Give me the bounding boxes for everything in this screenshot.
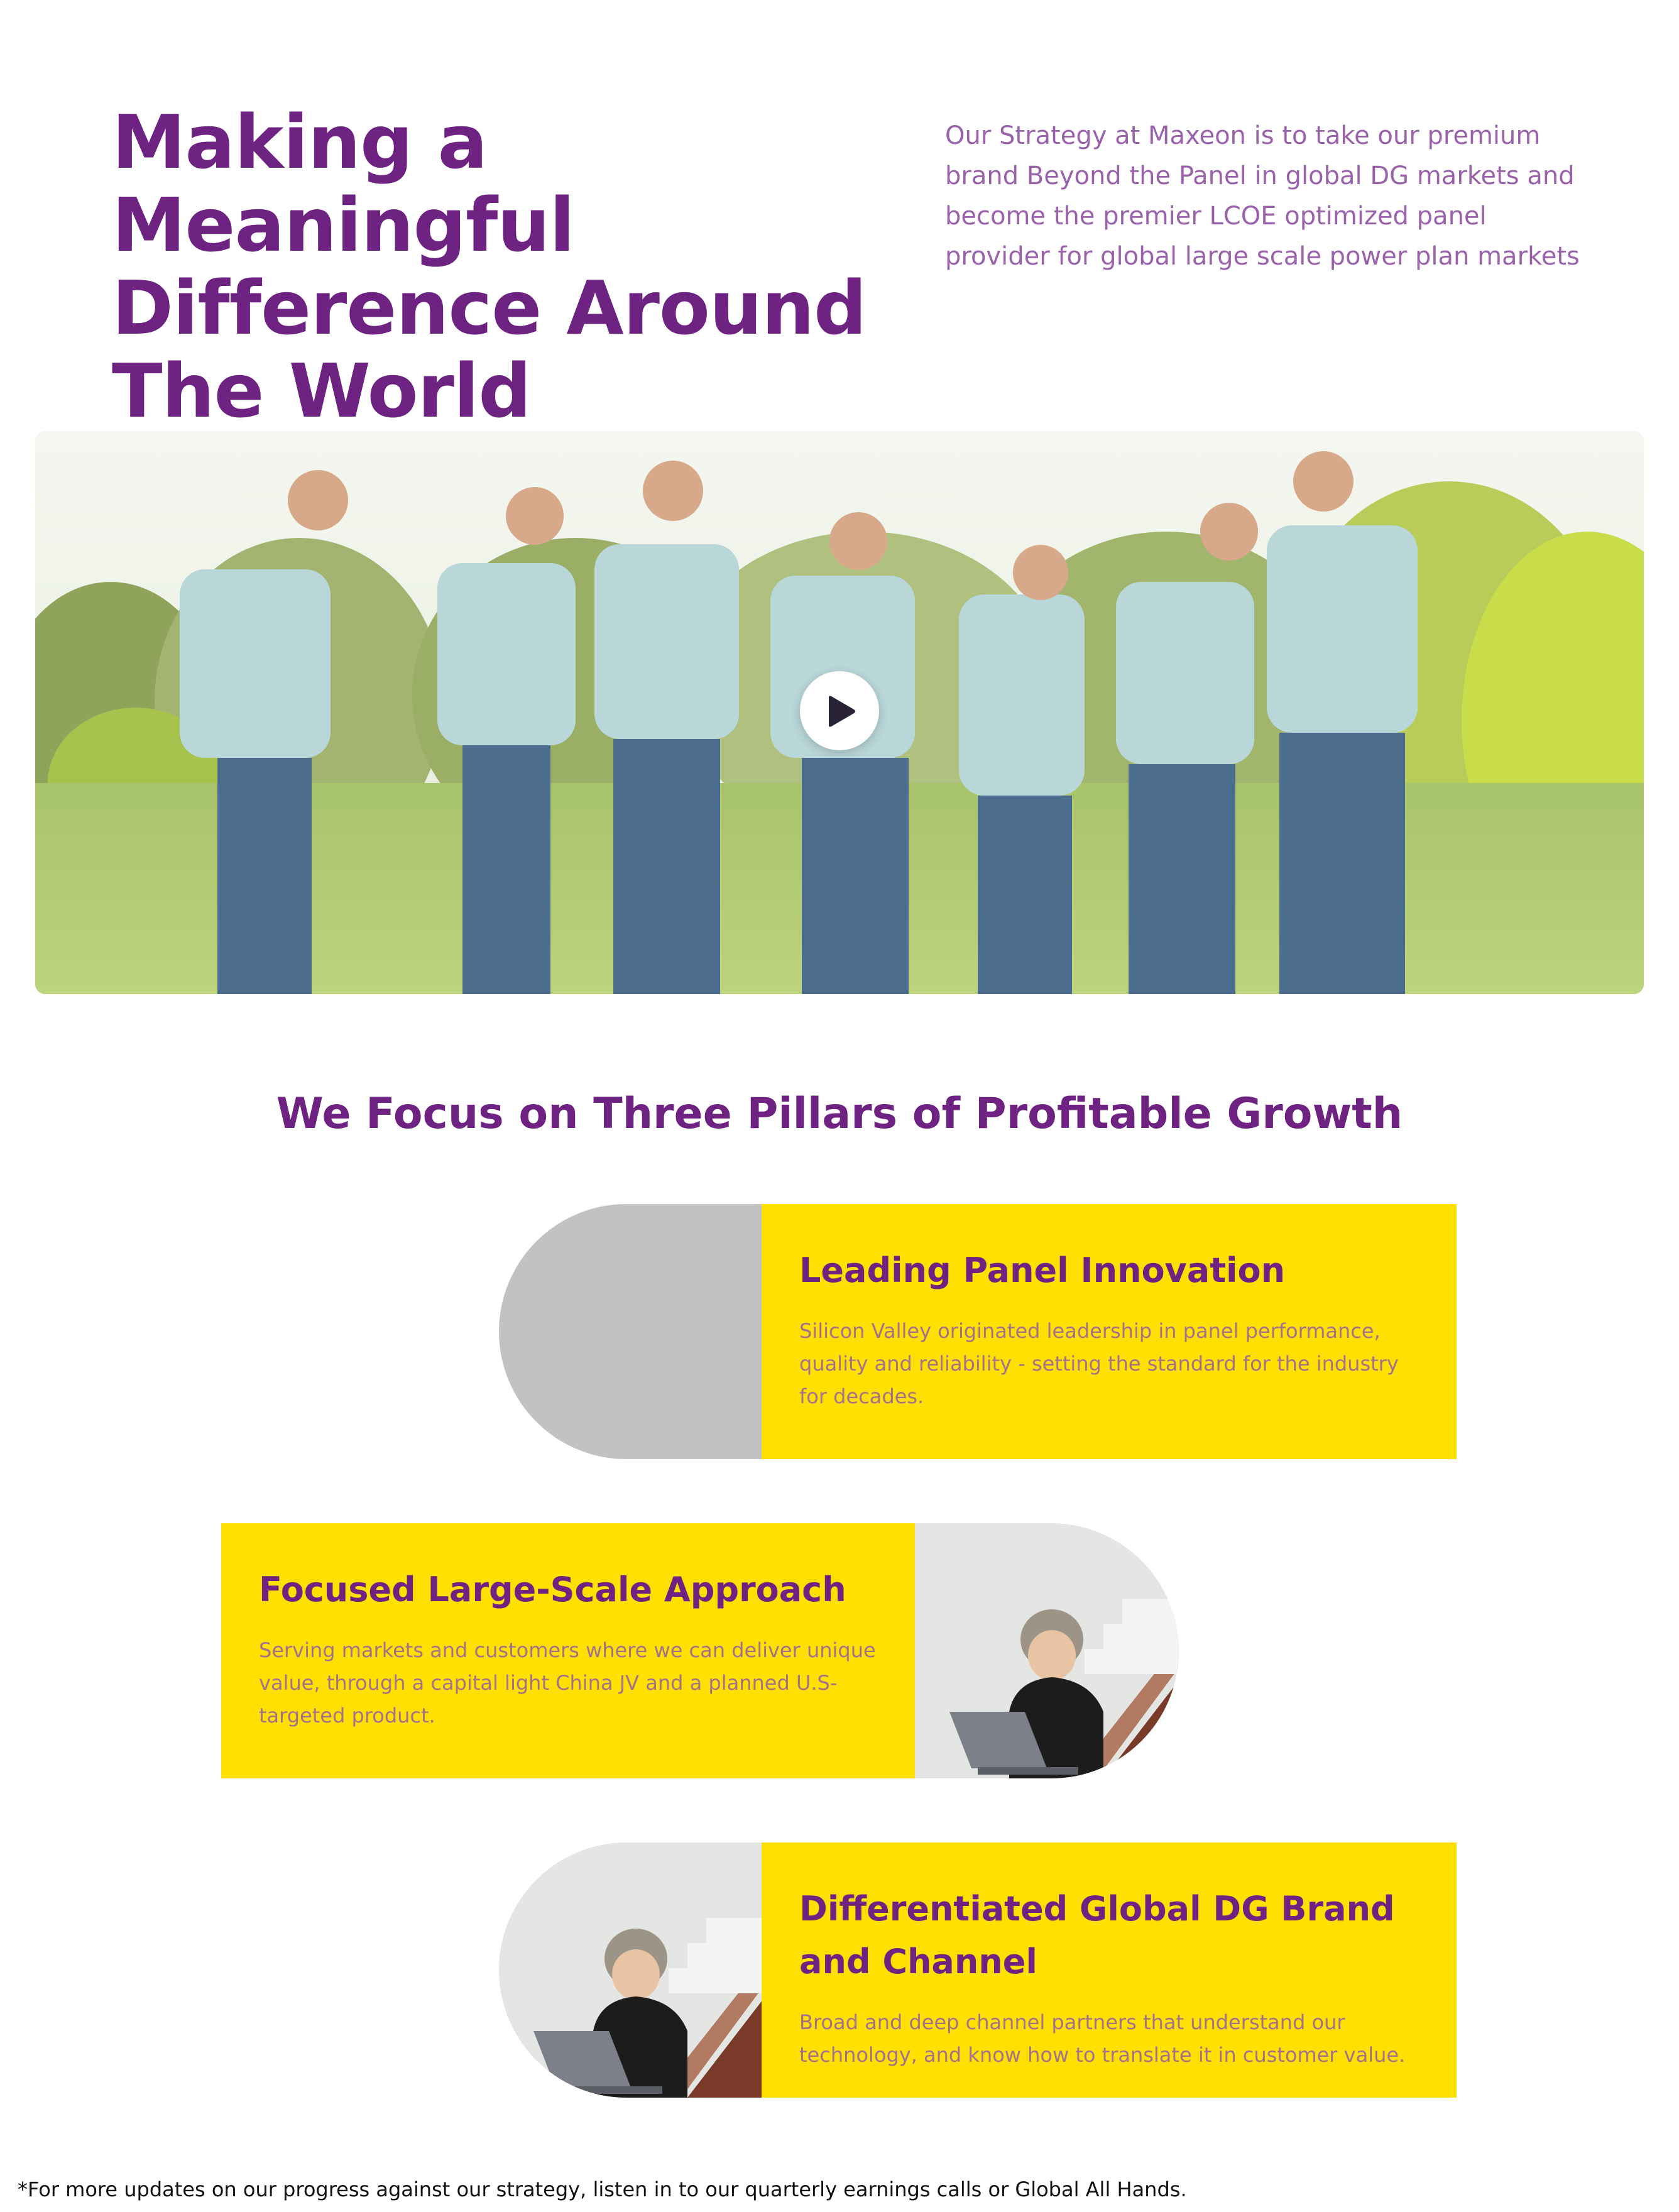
- strategy-lead: Our Strategy at Maxeon is to take our pr…: [945, 121, 1580, 271]
- pillar-text: Broad and deep channel partners that und…: [799, 2010, 1406, 2067]
- pillar-title: Leading Panel Innovation: [799, 1251, 1286, 1290]
- video-banner[interactable]: [35, 431, 1644, 994]
- person-with-laptop-image: [499, 1842, 763, 2098]
- pillar-text: Serving markets and customers where we c…: [259, 1638, 876, 1727]
- section-title: We Focus on Three Pillars of Profitable …: [276, 1089, 1403, 1139]
- pillar-card-large-scale: Focused Large-Scale Approach Serving mar…: [221, 1523, 916, 1778]
- play-icon: [829, 696, 855, 727]
- pillar-title: Differentiated Global DG Brand and Chann…: [799, 1889, 1395, 1981]
- pillar-card-dg-brand: Differentiated Global DG Brand and Chann…: [762, 1842, 1457, 2098]
- pillar-title: Focused Large-Scale Approach: [259, 1570, 846, 1609]
- pillar-card-innovation: Leading Panel Innovation Silicon Valley …: [762, 1204, 1457, 1459]
- play-button[interactable]: [800, 671, 879, 750]
- pillar-image-laptop: [499, 1842, 763, 2098]
- footnote: *For more updates on our progress agains…: [18, 2177, 1187, 2201]
- person-with-laptop-image: [915, 1523, 1179, 1778]
- pillar-image-placeholder: [499, 1204, 763, 1459]
- pillar-image-laptop: [915, 1523, 1179, 1778]
- pillar-text: Silicon Valley originated leadership in …: [799, 1319, 1399, 1408]
- page-title: Making a Meaningful Difference Around Th…: [112, 99, 867, 434]
- volunteers-photo: [35, 431, 1644, 994]
